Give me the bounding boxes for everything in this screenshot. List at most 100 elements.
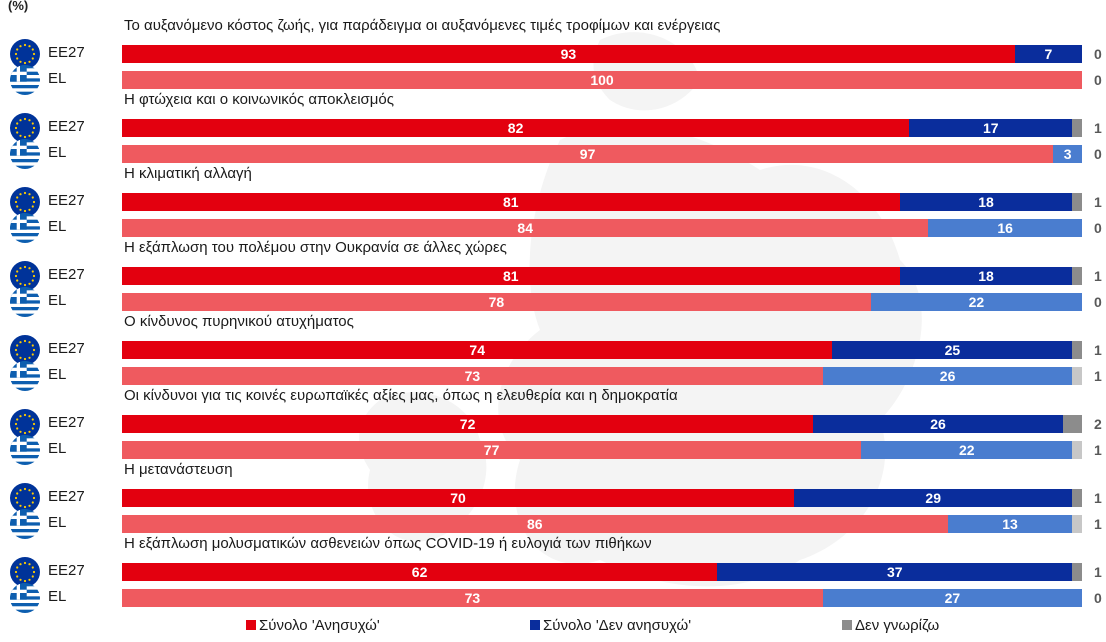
dont-know-value: 0 [1094, 46, 1102, 62]
bar-segment-worry [122, 119, 910, 137]
data-label: 81 [503, 268, 519, 284]
row-label: ΕΕ27 [48, 118, 85, 135]
legend-label-not-worry: Σύνολο 'Δεν ανησυχώ' [543, 617, 692, 634]
bar-segment-worry [122, 145, 1054, 163]
row-label: EL [48, 144, 67, 161]
bar-segment-worry [122, 441, 862, 459]
bar-segment-not-worry [947, 515, 1073, 533]
dont-know-value: 1 [1094, 516, 1102, 532]
eu-flag-icon [10, 409, 40, 439]
row-label: ΕΕ27 [48, 562, 85, 579]
eu-flag-icon [10, 261, 40, 291]
eu-flag-icon [10, 557, 40, 587]
data-label: 26 [939, 368, 956, 384]
bar-segment-worry [122, 515, 948, 533]
data-label: 74 [469, 342, 485, 358]
data-label: 13 [1002, 516, 1018, 532]
bar-segment-dont-know [1072, 515, 1082, 533]
question-title: Η εξάπλωση μολυσματικών ασθενειών όπως C… [124, 535, 652, 552]
row-label: ΕΕ27 [48, 192, 85, 209]
bar-segment-not-worry [899, 267, 1073, 285]
row-label: ΕΕ27 [48, 266, 85, 283]
row-label: ΕΕ27 [48, 488, 85, 505]
bar-segment-not-worry [717, 563, 1073, 581]
row-label: ΕΕ27 [48, 44, 85, 61]
legend-dont-know: Δεν γνωρίζω [842, 617, 939, 634]
data-label: 73 [464, 590, 481, 606]
greece-flag-icon [10, 583, 40, 613]
question-title: Οι κίνδυνοι για τις κοινές ευρωπαϊκές αξ… [124, 387, 678, 404]
bar-segment-worry [122, 563, 718, 581]
bar-segment-dont-know [1062, 415, 1082, 433]
legend-label-worry: Σύνολο 'Ανησυχώ' [259, 617, 380, 634]
data-label: 25 [944, 342, 961, 358]
bar-segment-dont-know [1072, 193, 1082, 211]
dont-know-value: 1 [1094, 368, 1102, 384]
data-label: 37 [886, 564, 903, 580]
bar-segment-not-worry [928, 219, 1082, 237]
bar-segment-not-worry [813, 415, 1063, 433]
eu-flag-icon [10, 187, 40, 217]
data-label: 18 [978, 268, 994, 284]
legend-swatch-dont-know [842, 620, 852, 630]
question-title: Ο κίνδυνος πυρηνικού ατυχήματος [124, 313, 354, 330]
row-label: ΕΕ27 [48, 340, 85, 357]
data-label: 77 [483, 442, 500, 458]
bar-segment-not-worry [832, 341, 1073, 359]
eu-flag-icon [10, 335, 40, 365]
data-label: 93 [560, 46, 577, 62]
question-title: Η εξάπλωση του πολέμου στην Ουκρανία σε … [124, 239, 507, 256]
eu-flag-icon [10, 113, 40, 143]
dont-know-value: 0 [1094, 72, 1102, 88]
bar-segment-dont-know [1072, 489, 1082, 507]
bar-segment-not-worry [909, 119, 1073, 137]
bar-segment-worry [122, 71, 1082, 89]
bar-segment-worry [122, 45, 1015, 63]
data-label: 27 [944, 590, 961, 606]
data-label: 86 [527, 516, 543, 532]
bar-segment-worry [122, 589, 823, 607]
greece-flag-icon [10, 509, 40, 539]
data-label: 26 [930, 416, 946, 432]
greece-flag-icon [10, 287, 40, 317]
dont-know-value: 2 [1094, 416, 1102, 432]
dont-know-value: 0 [1094, 294, 1102, 310]
bar-segment-dont-know [1072, 367, 1082, 385]
data-label: 3 [1063, 146, 1072, 162]
row-label: EL [48, 366, 67, 383]
bar-segment-not-worry [1014, 45, 1082, 63]
dont-know-value: 1 [1094, 342, 1102, 358]
bar-segment-not-worry [1053, 145, 1082, 163]
data-label: 78 [488, 294, 505, 310]
question-title: Η μετανάστευση [124, 461, 233, 478]
data-label: 81 [503, 194, 519, 210]
bar-segment-worry [122, 293, 871, 311]
bar-segment-dont-know [1072, 563, 1082, 581]
data-label: 22 [958, 442, 975, 458]
legend-swatch-worry [246, 620, 256, 630]
bar-segment-dont-know [1072, 267, 1082, 285]
legend-not-worry: Σύνολο 'Δεν ανησυχώ' [530, 617, 691, 634]
data-label: 72 [459, 416, 476, 432]
data-label: 97 [579, 146, 596, 162]
dont-know-value: 1 [1094, 564, 1102, 580]
bar-segment-not-worry [822, 367, 1073, 385]
question-title: Το αυξανόμενο κόστος ζωής, για παράδειγμ… [124, 17, 721, 34]
question-title: Η κλιματική αλλαγή [124, 165, 252, 182]
dont-know-value: 0 [1094, 220, 1102, 236]
data-label: 18 [978, 194, 994, 210]
bar-segment-worry [122, 415, 814, 433]
dont-know-value: 1 [1094, 442, 1102, 458]
data-label: 84 [517, 220, 533, 236]
question-title: Η φτώχεια και ο κοινωνικός αποκλεισμός [124, 91, 394, 108]
greece-flag-icon [10, 435, 40, 465]
legend-worry: Σύνολο 'Ανησυχώ' [246, 617, 380, 634]
row-label: EL [48, 218, 67, 235]
bar-segment-dont-know [1072, 341, 1082, 359]
unit-label: (%) [8, 0, 29, 13]
bar-segment-worry [122, 193, 900, 211]
data-label: 22 [968, 294, 985, 310]
data-label: 70 [450, 490, 466, 506]
greece-flag-icon [10, 361, 40, 391]
data-label: 100 [590, 72, 614, 88]
